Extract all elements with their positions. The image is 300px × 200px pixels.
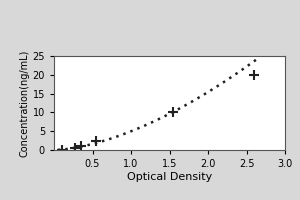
- X-axis label: Optical Density: Optical Density: [127, 172, 212, 182]
- Y-axis label: Concentration(ng/mL): Concentration(ng/mL): [20, 49, 30, 157]
